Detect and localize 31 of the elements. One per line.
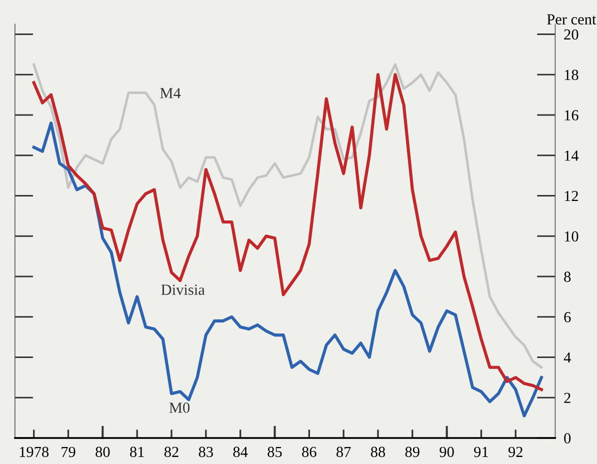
x-tick-label: 84 (233, 446, 248, 458)
y-tick-label: 0 (564, 433, 571, 444)
y-axis-title: Per cent (547, 14, 596, 25)
x-tick-label: 81 (130, 446, 144, 458)
x-tick-label: 90 (440, 446, 454, 458)
x-tick-label: 85 (268, 446, 282, 458)
x-tick-label: 88 (370, 446, 386, 458)
x-tick-label: 79 (62, 446, 76, 458)
y-tick-label: 4 (564, 352, 571, 363)
y-tick-label: 12 (564, 190, 578, 202)
line-series (32, 122, 543, 418)
y-tick-label: 14 (564, 150, 579, 161)
y-tick-label: 2 (564, 392, 570, 403)
y-tick-label: 20 (564, 29, 578, 40)
y-tick-label: 6 (564, 312, 571, 322)
x-tick-label: 1978 (20, 446, 49, 458)
x-tick-label: 91 (474, 446, 488, 458)
y-tick-label: 16 (564, 110, 578, 120)
series-label: M4 (160, 88, 181, 98)
x-tick-label: 86 (302, 446, 316, 458)
x-tick-label: 80 (96, 446, 110, 458)
x-tick-label: 89 (405, 446, 420, 458)
x-tick-label: 92 (508, 446, 522, 458)
series-label: M0 (169, 402, 190, 413)
y-tick-label: 10 (564, 231, 578, 242)
y-tick-label: 18 (564, 70, 578, 80)
x-tick-label: 82 (164, 446, 178, 458)
y-tick-label: 8 (564, 272, 571, 282)
series-label: Divisia (161, 284, 205, 295)
x-tick-label: 87 (336, 446, 351, 458)
x-tick-label: 83 (198, 446, 213, 458)
